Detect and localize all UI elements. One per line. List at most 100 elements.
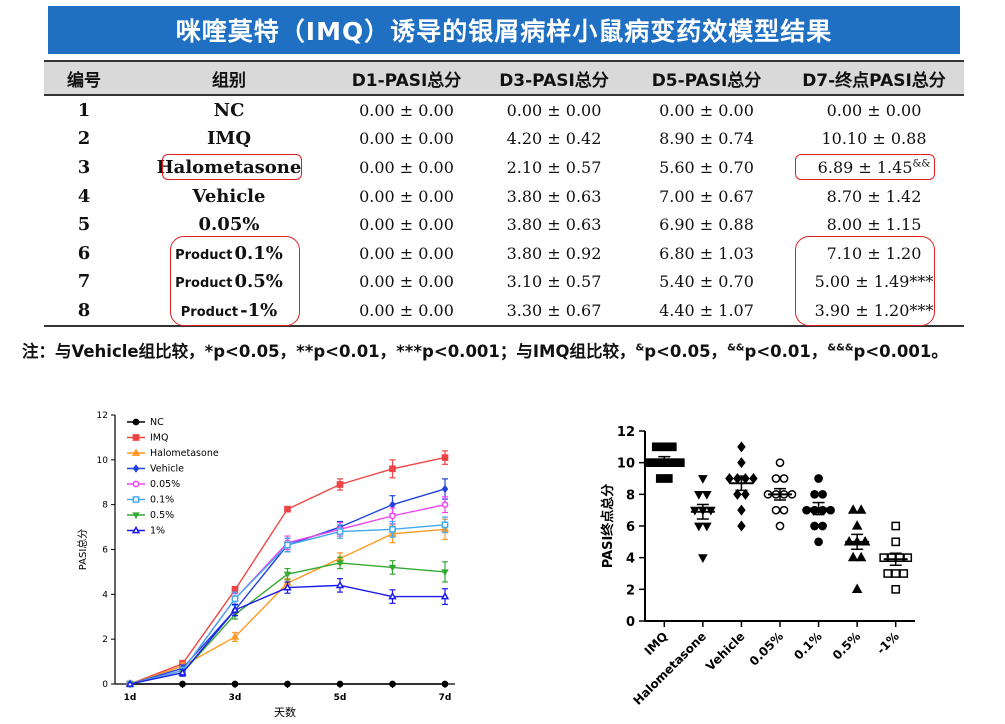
d7-cell: 8.00 ± 1.15 xyxy=(784,210,964,239)
data-point xyxy=(741,488,750,500)
d3-cell: 4.20 ± 0.42 xyxy=(506,129,602,149)
data-point xyxy=(336,481,344,488)
d3-cell: 3.80 ± 0.92 xyxy=(506,243,602,263)
data-point xyxy=(388,564,397,572)
legend-marker xyxy=(131,525,141,534)
data-point xyxy=(855,551,867,562)
data-point xyxy=(667,442,677,452)
y-tick-label: 4 xyxy=(626,552,635,567)
data-point xyxy=(883,569,893,578)
d7-cell: 0.00 ± 0.00 xyxy=(784,95,964,125)
d7-cell: 5.00 ± 1.49*** xyxy=(784,268,964,297)
data-point xyxy=(125,679,135,687)
data-point xyxy=(694,522,704,532)
header-no: 编号 xyxy=(44,60,124,96)
data-point xyxy=(771,505,781,515)
d5-cell: 6.80 ± 1.03 xyxy=(659,243,754,263)
row-number: 7 xyxy=(77,271,91,293)
data-point xyxy=(737,520,746,532)
row-number: 5 xyxy=(77,214,91,236)
data-point xyxy=(737,441,746,453)
header-d7: D7-终点PASI总分 xyxy=(784,60,964,96)
data-point xyxy=(694,490,704,500)
d7-value: 8.70 ± 1.42 xyxy=(826,186,922,206)
d3-cell: 2.10 ± 0.57 xyxy=(506,157,602,177)
d7-value: 8.00 ± 1.15 xyxy=(826,215,922,235)
data-point xyxy=(441,680,449,688)
row-number: 1 xyxy=(77,99,91,121)
data-point xyxy=(771,474,781,483)
legend-label: Vehicle xyxy=(150,464,184,475)
legend-label: 0.5% xyxy=(150,510,174,521)
data-point xyxy=(737,457,746,469)
group-prefix: Product xyxy=(175,276,233,292)
legend-marker xyxy=(132,418,140,426)
table-row: 2 IMQ 0.00 ± 0.00 4.20 ± 0.42 8.90 ± 0.74 10.… xyxy=(44,125,964,154)
data-point xyxy=(441,569,449,577)
d7-cell: 7.10 ± 1.20 xyxy=(784,239,964,268)
row-group: NC xyxy=(124,95,334,125)
y-tick-label: 0 xyxy=(102,680,108,690)
table-row: 3 Halometasone 0.00 ± 0.00 2.10 ± 0.57 5.60 … xyxy=(44,153,964,182)
data-point xyxy=(737,504,746,516)
data-point xyxy=(231,680,239,688)
d7-cell: 10.10 ± 0.88 xyxy=(784,125,964,154)
data-point xyxy=(284,505,291,513)
group-value: 0.1% xyxy=(234,242,283,264)
legend-marker xyxy=(132,480,140,488)
note-text: 注：与Vehicle组比较，*p<0.05，**p<0.01，***p<0.00… xyxy=(22,342,636,361)
category-label: IMQ xyxy=(642,629,671,658)
data-point xyxy=(899,569,909,578)
d5-cell: 6.90 ± 0.88 xyxy=(659,215,754,235)
row-number: 6 xyxy=(77,242,91,264)
footnote: 注：与Vehicle组比较，*p<0.05，**p<0.01，***p<0.00… xyxy=(22,338,1002,362)
d1-cell: 0.00 ± 0.00 xyxy=(359,243,454,263)
row-number: 8 xyxy=(44,296,124,327)
data-point xyxy=(698,475,708,484)
data-point xyxy=(818,489,827,499)
data-point xyxy=(779,474,789,483)
data-point xyxy=(335,580,345,589)
series-line xyxy=(129,528,446,685)
d7-cell: 8.70 ± 1.42 xyxy=(784,182,964,211)
data-point xyxy=(891,584,901,594)
d7-cell: 6.89 ± 1.45&& xyxy=(784,153,964,182)
data-point xyxy=(231,595,239,603)
row-group: 0.05% xyxy=(124,210,334,239)
d5-cell: 0.00 ± 0.00 xyxy=(659,100,754,120)
table-row: 1 NC 0.00 ± 0.00 0.00 ± 0.00 0.00 ± 0.00 0.00… xyxy=(44,95,964,125)
header-group: 组别 xyxy=(124,60,334,96)
d1-cell: 0.00 ± 0.00 xyxy=(359,129,454,149)
d7-value: 3.90 ± 1.20*** xyxy=(814,300,934,320)
category-label: Vehicle xyxy=(703,629,747,673)
row-number: 4 xyxy=(77,185,91,207)
data-point xyxy=(810,521,819,531)
row-group: Product 0.1% xyxy=(124,239,334,268)
data-point xyxy=(643,458,653,468)
legend-label: 1% xyxy=(150,526,165,537)
group-value: Vehicle xyxy=(192,185,266,207)
data-point xyxy=(725,472,734,485)
d5-cell: 8.90 ± 0.74 xyxy=(659,129,754,149)
data-point xyxy=(283,571,292,579)
data-point xyxy=(230,632,240,640)
data-point xyxy=(440,591,450,600)
data-point xyxy=(336,528,344,535)
y-tick-label: 12 xyxy=(97,411,108,421)
note-sup-1: & xyxy=(635,342,645,354)
note-sup-3: &&& xyxy=(827,342,854,354)
data-point xyxy=(389,500,396,509)
data-point xyxy=(810,489,819,499)
header-d1: D1-PASI总分 xyxy=(334,60,479,96)
x-tick-label: 7d xyxy=(439,693,452,703)
x-axis-label: 天数 xyxy=(274,706,296,719)
highlight-product-groups xyxy=(170,236,300,326)
group-value: 0.5% xyxy=(234,271,283,293)
data-point xyxy=(698,554,708,564)
d3-cell: 3.10 ± 0.57 xyxy=(506,272,602,292)
y-tick-label: 8 xyxy=(102,501,108,511)
row-group: Halometasone xyxy=(124,153,334,182)
legend-marker xyxy=(132,434,140,441)
data-point xyxy=(655,474,665,483)
